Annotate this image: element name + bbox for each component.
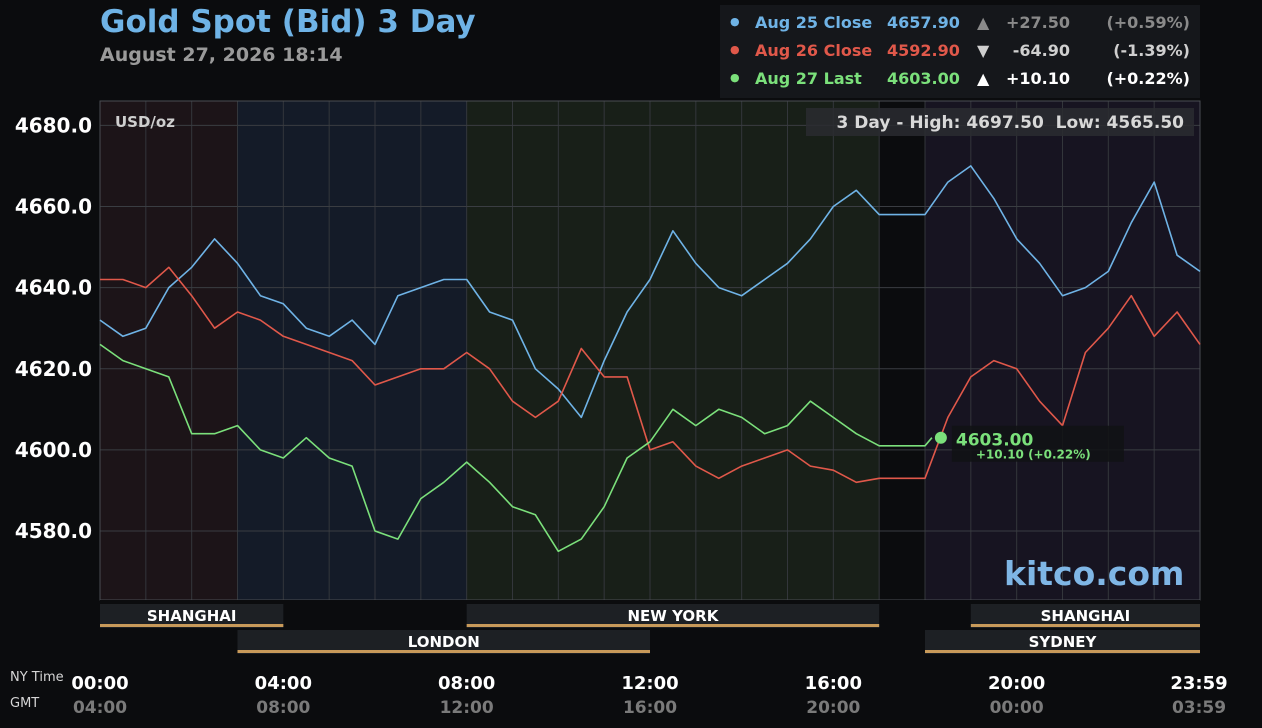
x-tick-gmt: 04:00 — [73, 698, 127, 718]
last-price-change: +10.10 (+0.22%) — [976, 448, 1091, 462]
session-label: LONDON — [408, 633, 480, 651]
kitco-logo[interactable]: kitco.com — [1004, 554, 1185, 593]
session-shade — [237, 101, 467, 600]
range-label: 3 Day - High: 4697.50 Low: 4565.50 — [837, 113, 1185, 133]
legend-price: 4603.00 — [887, 69, 960, 88]
y-tick-label: 4660.0 — [15, 194, 92, 218]
legend-item: ● Aug 27 Last 4603.00 ▲ +10.10 (+0.22%) — [720, 69, 1200, 95]
session-shade — [100, 101, 238, 600]
unit-label: USD/oz — [115, 113, 175, 131]
x-tick-ny: 16:00 — [805, 673, 862, 694]
x-tick-ny: 08:00 — [438, 673, 495, 694]
y-tick-label: 4620.0 — [15, 357, 92, 381]
x-tick-ny: 12:00 — [621, 673, 678, 694]
x-tick-ny: 23:59 — [1170, 673, 1227, 694]
y-tick-label: 4640.0 — [15, 276, 92, 300]
legend-change: -64.90 — [1012, 41, 1070, 60]
x-tick-ny: 20:00 — [988, 673, 1045, 694]
series-line-3 — [99, 343, 933, 553]
gmt-label: GMT — [10, 696, 40, 711]
legend-change: +27.50 — [1005, 13, 1070, 32]
y-tick-label: 4680.0 — [15, 113, 92, 137]
session-shade — [879, 101, 925, 600]
session-shade — [466, 101, 880, 600]
legend-arrow-icon: ▲ — [977, 13, 990, 32]
session-label: SHANGHAI — [147, 607, 237, 625]
session-bar-line — [237, 650, 650, 653]
ny-time-label: NY Time — [10, 670, 64, 685]
legend-change-pct: (-1.39%) — [1113, 41, 1190, 60]
session-bar-line — [970, 624, 1200, 627]
legend-label: Aug 25 Close — [755, 13, 873, 32]
session-label: SHANGHAI — [1041, 607, 1131, 625]
y-tick-label: 4580.0 — [15, 519, 92, 543]
legend-item: ● Aug 26 Close 4592.90 ▼ -64.90 (-1.39%) — [720, 41, 1200, 67]
session-bar-line — [100, 624, 284, 627]
series-line-2 — [100, 266, 1201, 484]
session-label: NEW YORK — [628, 607, 720, 625]
series-line-1 — [99, 165, 1201, 419]
x-tick-ny: 04:00 — [255, 673, 312, 694]
last-price-box — [951, 425, 1124, 462]
x-tick-gmt: 20:00 — [806, 698, 860, 718]
legend-label: Aug 26 Close — [755, 41, 873, 60]
legend-panel: ● Aug 25 Close 4657.90 ▲ +27.50 (+0.59%) ● Aug … — [720, 5, 1200, 98]
x-tick-ny: 00:00 — [71, 673, 128, 694]
legend-item: ● Aug 25 Close 4657.90 ▲ +27.50 (+0.59%) — [720, 13, 1200, 39]
legend-arrow-icon: ▲ — [977, 69, 990, 88]
x-tick-gmt: 12:00 — [440, 698, 494, 718]
session-bar-line — [466, 624, 880, 627]
legend-label: Aug 27 Last — [755, 69, 862, 88]
legend-price: 4592.90 — [887, 41, 960, 60]
legend-dot-icon: ● — [730, 15, 740, 28]
last-price-marker — [934, 431, 947, 444]
last-price-label: 4603.00 — [956, 431, 1034, 451]
legend-dot-icon: ● — [730, 71, 740, 84]
x-tick-gmt: 03:59 — [1172, 698, 1226, 718]
legend-change-pct: (+0.59%) — [1106, 13, 1190, 32]
legend-arrow-icon: ▼ — [977, 41, 990, 60]
chart-title: Gold Spot (Bid) 3 Day — [100, 4, 476, 40]
session-bar-line — [925, 650, 1200, 653]
legend-dot-icon: ● — [730, 43, 740, 56]
x-tick-gmt: 08:00 — [256, 698, 310, 718]
range-box — [806, 108, 1194, 136]
y-tick-label: 4600.0 — [15, 438, 92, 462]
legend-change: +10.10 — [1005, 69, 1070, 88]
legend-price: 4657.90 — [887, 13, 960, 32]
chart-timestamp: August 27, 2026 18:14 — [100, 44, 343, 66]
legend-change-pct: (+0.22%) — [1106, 69, 1190, 88]
x-tick-gmt: 16:00 — [623, 698, 677, 718]
session-label: SYDNEY — [1029, 633, 1098, 651]
x-tick-gmt: 00:00 — [990, 698, 1044, 718]
